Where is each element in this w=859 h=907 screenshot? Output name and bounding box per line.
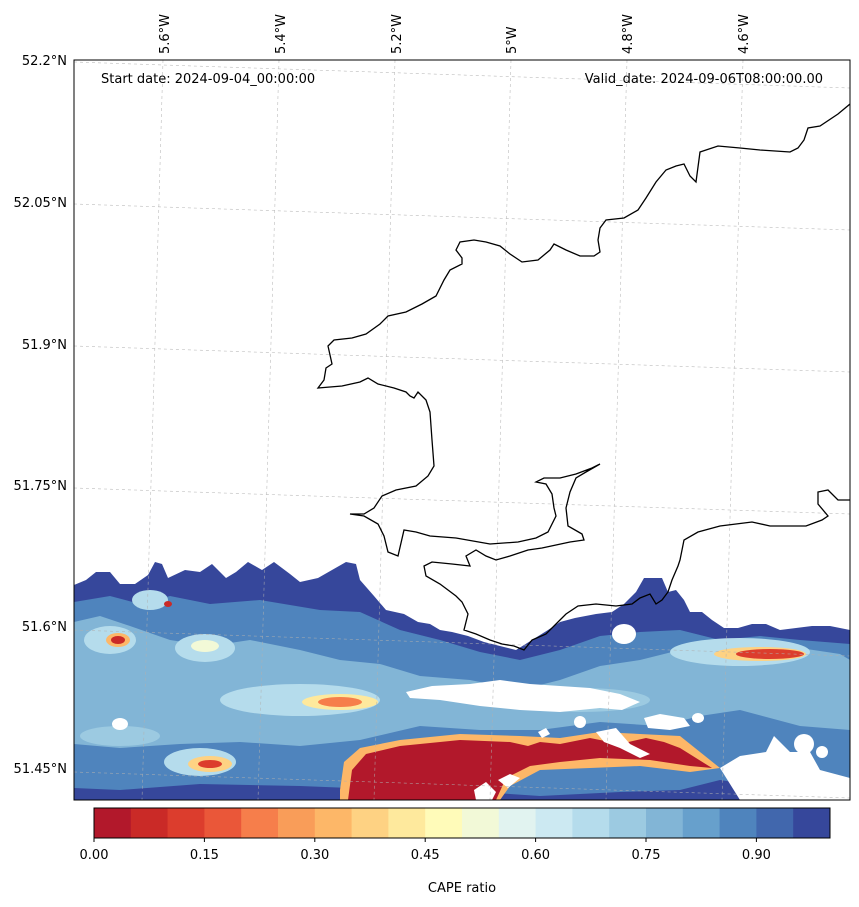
lon-tick-label: 5°W (505, 26, 520, 54)
coastline (316, 103, 850, 651)
valid-date: Valid_date: 2024-09-06T08:00:00.00 (585, 72, 823, 87)
colorbar-tick-label: 0.45 (411, 848, 440, 863)
cape-field (74, 562, 850, 800)
colorbar-frame (93, 807, 831, 839)
colorbar-tick-label: 0.00 (80, 848, 109, 863)
map-frame (73, 59, 851, 801)
colorbar-swatch (425, 808, 463, 838)
colorbar-tick-label: 0.30 (300, 848, 329, 863)
lat-tick-label: 51.6°N (22, 620, 67, 635)
lon-tick-label: 5.4°W (274, 14, 289, 54)
colorbar-swatch (278, 808, 316, 838)
colorbar-tick-label: 0.75 (632, 848, 661, 863)
lon-tick-label: 5.2°W (390, 14, 405, 54)
colorbar-swatch (314, 808, 353, 838)
lat-tick-label: 51.9°N (22, 338, 67, 353)
start-date: Start date: 2024-09-04_00:00:00 (101, 72, 315, 87)
colorbar-ticks: 0.00 0.15 0.30 0.45 0.60 0.75 0.90 (80, 838, 771, 863)
colorbar-swatch (572, 808, 610, 838)
colorbar-swatch (719, 808, 757, 838)
colorbar-swatch (204, 808, 242, 838)
lat-tick-label: 51.45°N (14, 762, 67, 777)
lon-tick-label: 5.6°W (158, 14, 173, 54)
colorbar-swatch (498, 808, 537, 838)
colorbar-swatch (535, 808, 573, 838)
lon-tick-label: 4.6°W (737, 14, 752, 54)
colorbar-tick-label: 0.15 (190, 848, 219, 863)
colorbar-swatch (646, 808, 684, 838)
missing-data (112, 624, 850, 800)
colorbar-swatch (793, 808, 831, 838)
colorbar-swatch (682, 808, 721, 838)
cape-core-min (348, 738, 712, 800)
colorbar-swatch (94, 808, 132, 838)
colorbar-swatch (462, 808, 500, 838)
lat-tick-label: 52.2°N (22, 54, 67, 69)
colorbar-label: CAPE ratio (428, 881, 496, 896)
colorbar-swatch (609, 808, 647, 838)
lat-tick-labels: 52.2°N 52.05°N 51.9°N 51.75°N 51.6°N 51.… (14, 54, 67, 777)
lat-tick-label: 51.75°N (14, 479, 67, 494)
colorbar-swatch (388, 808, 426, 838)
colorbar-swatch (351, 808, 389, 838)
colorbar-tick-label: 0.90 (742, 848, 771, 863)
lon-tick-labels: 5.6°W 5.4°W 5.2°W 5°W 4.8°W 4.6°W (158, 14, 752, 54)
colorbar-swatch (756, 808, 794, 838)
colorbar-swatch (130, 808, 169, 838)
colorbar-tick-label: 0.60 (521, 848, 550, 863)
colorbar-swatch (167, 808, 205, 838)
colorbar (94, 808, 831, 838)
lat-tick-label: 52.05°N (14, 196, 67, 211)
colorbar-swatch (241, 808, 279, 838)
lon-tick-label: 4.8°W (621, 14, 636, 54)
